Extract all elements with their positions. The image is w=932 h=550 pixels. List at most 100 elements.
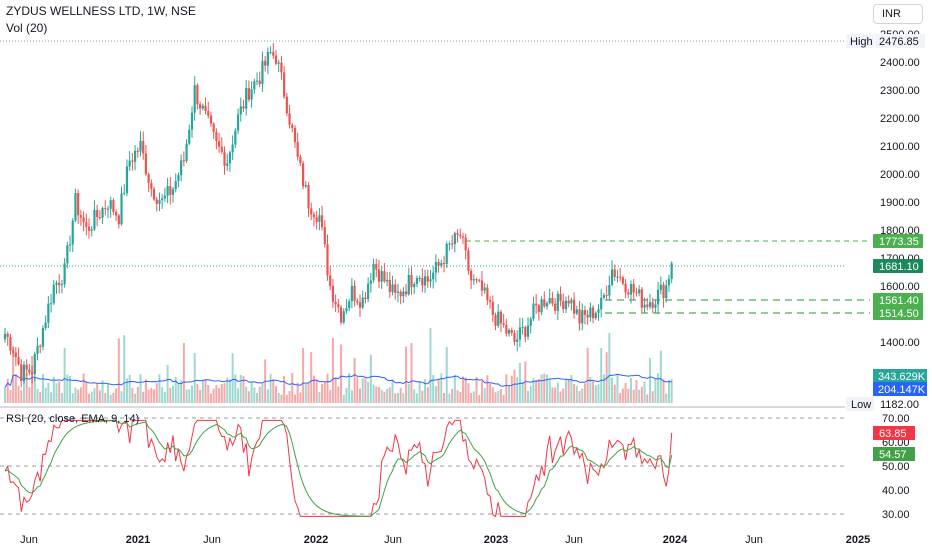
candle-body [215, 131, 218, 142]
candle-body [562, 301, 565, 310]
volume-bar [310, 352, 313, 403]
volume-bar [55, 383, 58, 403]
candle-body [217, 141, 221, 147]
volume-bar [535, 379, 538, 403]
rsi-value-box [873, 426, 915, 440]
volume-bar [640, 386, 643, 403]
volume-bar [104, 392, 107, 403]
volume-bar [228, 379, 231, 403]
candle-body [657, 289, 660, 305]
volume-bar [96, 383, 99, 403]
price-label: 1561.40 [879, 295, 919, 307]
volume-bar [128, 374, 131, 403]
volume-bar [432, 375, 435, 403]
volume-bar [315, 379, 318, 403]
volume-bar [472, 391, 475, 403]
volume-bar [275, 386, 277, 403]
candle-body [209, 115, 213, 124]
candle-body [434, 261, 437, 273]
candle-body [201, 105, 204, 109]
candle-body [507, 330, 511, 334]
volume-bar [567, 378, 570, 403]
candle-body [182, 160, 185, 162]
volume-bar [44, 387, 47, 403]
candle-body [548, 298, 551, 304]
volume-bar [90, 391, 93, 403]
price-label: 1514.50 [879, 308, 919, 320]
candle-body [394, 284, 397, 293]
volume-bar [177, 383, 180, 403]
volume-bar [131, 388, 134, 403]
candle-body [483, 287, 486, 291]
candle-body [31, 372, 34, 375]
volume-bar [256, 392, 259, 403]
candle-body [404, 291, 408, 295]
candle-body [532, 303, 535, 319]
volume-bar [364, 378, 367, 403]
candle-body [193, 85, 196, 113]
candle-body [586, 314, 589, 318]
price-tick-label: 2400.00 [880, 57, 920, 69]
volume-bar [79, 387, 82, 403]
candle-body [494, 315, 497, 326]
volume-bar [50, 392, 53, 403]
candle-body [440, 263, 443, 266]
volume-bar [377, 387, 380, 403]
candle-body [258, 80, 261, 85]
volume-bar [657, 373, 660, 403]
candle-body [619, 276, 622, 278]
volume-bar [508, 386, 511, 403]
volume-bar [285, 394, 288, 403]
volume-bar [372, 384, 375, 403]
candle-body [437, 261, 440, 266]
time-tick-label: 2021 [126, 534, 150, 546]
volume-bar [399, 387, 402, 403]
currency-button[interactable]: INR [873, 4, 923, 24]
candle-body [36, 345, 39, 354]
candle-body [499, 311, 503, 324]
candle-body [117, 215, 120, 225]
candle-body [302, 163, 305, 187]
candle-body [14, 352, 17, 358]
candle-body [521, 327, 524, 329]
volume-bar [299, 392, 302, 403]
candle-body [190, 112, 194, 130]
candle-body [101, 208, 104, 218]
volume-bar [12, 345, 15, 403]
volume-bar [169, 387, 172, 403]
candle-body [510, 330, 513, 333]
candle-body [174, 181, 177, 190]
candle-body [608, 284, 611, 296]
candle-body [583, 310, 587, 315]
candle-body [459, 234, 462, 237]
volume-bar [204, 378, 207, 403]
time-tick-label: 2023 [484, 534, 508, 546]
candle-body [166, 186, 169, 196]
volume-bar [77, 389, 80, 403]
volume-bar [348, 373, 351, 403]
candle-body [367, 283, 370, 299]
volume-bar [98, 390, 101, 403]
volume-bar [331, 338, 334, 403]
volume-bar [456, 390, 459, 403]
candle-body [567, 300, 570, 304]
volume-bar [594, 385, 597, 403]
volume-bar [182, 343, 185, 403]
candle-body [386, 279, 389, 282]
candle-body [426, 276, 429, 282]
candle-body [120, 193, 123, 225]
candle-body [163, 195, 166, 199]
volume-bar [529, 385, 532, 403]
time-tick-label: 2022 [304, 534, 328, 546]
candle-body [169, 186, 172, 195]
volume-bar [600, 348, 603, 403]
candle-body [142, 140, 145, 154]
volume-bar [199, 390, 202, 403]
volume-bar [521, 382, 524, 403]
volume-bar [583, 383, 586, 403]
candle-body [204, 105, 207, 111]
volume-bar [22, 379, 25, 403]
candle-body [646, 304, 649, 307]
candle-body [613, 269, 616, 277]
